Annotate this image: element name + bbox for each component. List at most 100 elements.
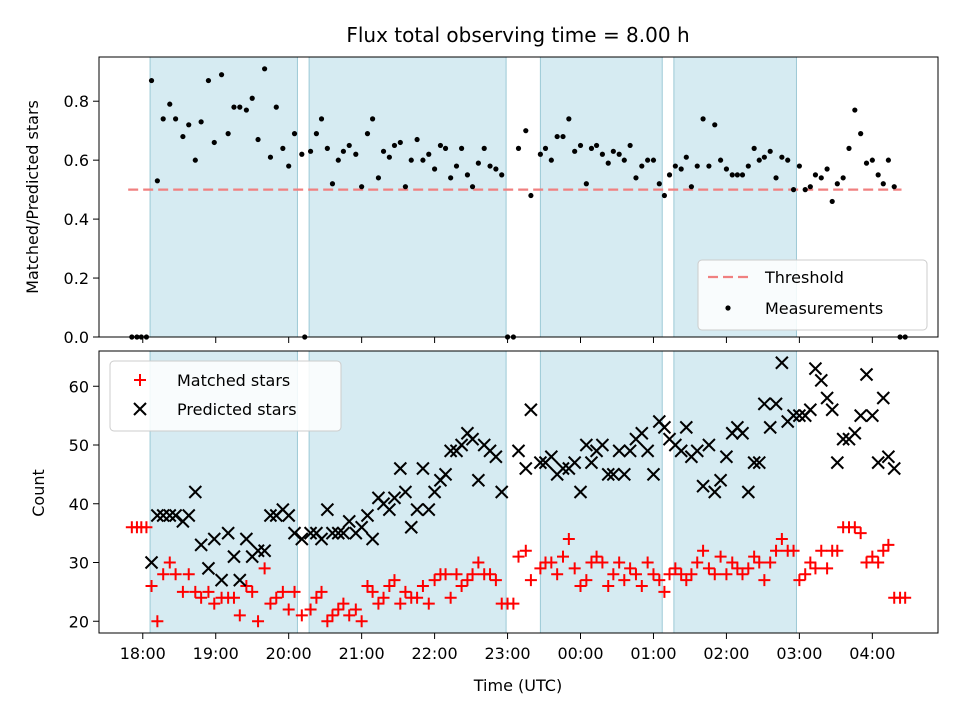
bottom-axes-frame <box>98 350 939 634</box>
measurement-point <box>745 163 751 169</box>
predicted-star-point <box>465 432 480 446</box>
predicted-star-point <box>325 526 340 540</box>
top-panel: 0.00.20.40.60.8 Matched/Predicted stars … <box>23 56 939 347</box>
matched-star-point <box>444 591 457 604</box>
predicted-star-point <box>365 532 380 546</box>
measurement-point <box>537 151 543 157</box>
predicted-star-point <box>207 532 221 546</box>
matched-star-point <box>641 556 654 569</box>
shaded-interval <box>539 350 663 634</box>
measurement-point <box>650 157 657 163</box>
top-y-ticks: 0.0 0.2 0.4 0.6 0.8 <box>64 92 99 347</box>
measurement-point <box>346 142 352 149</box>
measurement-point <box>448 175 454 181</box>
matched-star-point <box>428 574 441 587</box>
measurement-point <box>318 116 325 122</box>
matched-star-point <box>519 544 532 557</box>
measurement-point <box>186 122 192 128</box>
measurement-point <box>678 166 684 172</box>
predicted-star-point <box>836 432 850 446</box>
x-tick-label: 02:00 <box>703 644 749 663</box>
measurement-point <box>807 184 813 190</box>
matched-star-point <box>775 533 788 545</box>
measurement-point <box>548 157 554 163</box>
matched-star-point <box>321 615 334 628</box>
predicted-star-point <box>865 408 880 423</box>
legend-predicted-swatch <box>133 402 147 416</box>
matched-star-point <box>764 556 777 569</box>
matched-star-point <box>140 521 153 534</box>
measurement-point <box>840 175 846 181</box>
matched-star-point <box>680 574 693 587</box>
matched-star-point <box>304 603 317 616</box>
matched-star-point <box>439 568 452 581</box>
matched-star-point <box>708 568 721 581</box>
measurement-point <box>834 181 840 187</box>
top-y-axis-label: Matched/Predicted stars <box>23 100 42 294</box>
measurement-point <box>666 172 673 178</box>
matched-star-point <box>411 591 424 604</box>
matched-star-point <box>691 556 704 569</box>
measurement-point <box>286 163 292 169</box>
measurement-point <box>717 157 724 163</box>
measurement-point <box>218 72 225 78</box>
x-tick-label: 01:00 <box>630 644 676 663</box>
matched-star-point <box>524 574 537 587</box>
predicted-star-point <box>871 455 885 470</box>
predicted-star-point <box>708 485 722 499</box>
matched-star-point <box>472 556 485 569</box>
x-tick-label: 22:00 <box>412 644 458 663</box>
bottom-x-ticks: 18:00 19:00 20:00 21:00 22:00 23:00 00:00 01:00… <box>120 633 895 663</box>
matched-star-point <box>793 574 806 587</box>
measurement-point <box>262 66 268 72</box>
matched-star-point <box>169 568 182 581</box>
measurement-point <box>359 184 365 190</box>
matched-star-point <box>282 603 295 616</box>
measurement-point <box>566 116 572 122</box>
predicted-star-point <box>150 508 165 523</box>
top-legend: Threshold Measurements <box>697 259 928 331</box>
measurement-point <box>255 136 261 143</box>
measurement-point <box>639 163 645 169</box>
matched-star-point <box>574 580 587 592</box>
predicted-star-point <box>584 455 599 470</box>
matched-star-point <box>388 574 401 587</box>
measurement-point <box>426 151 432 157</box>
predicted-star-point <box>556 461 570 476</box>
matched-star-point <box>315 585 328 598</box>
measurement-point <box>767 148 773 154</box>
predicted-star-point <box>422 502 436 517</box>
measurement-point <box>610 148 616 154</box>
matched-star-point <box>455 580 468 592</box>
predicted-star-point <box>354 520 369 534</box>
measurement-point <box>739 172 746 178</box>
legend-measurement-swatch <box>725 305 731 311</box>
matched-star-point <box>770 544 783 557</box>
matched-star-point <box>669 562 682 575</box>
matched-star-point <box>720 568 733 581</box>
predicted-star-point <box>887 461 901 476</box>
predicted-star-point <box>881 450 896 464</box>
measurement-point <box>397 139 403 146</box>
matched-star-point <box>484 568 497 581</box>
matched-star-point <box>270 591 283 604</box>
predicted-star-point <box>163 508 177 523</box>
y-tick-label: 50 <box>69 436 89 455</box>
matched-star-point <box>372 597 385 610</box>
x-tick-label: 18:00 <box>120 644 166 663</box>
predicted-star-point <box>336 526 351 540</box>
measurement-point <box>237 104 243 110</box>
measurement-point <box>572 148 578 154</box>
matched-star-points <box>125 521 912 628</box>
measurement-point <box>599 151 606 157</box>
y-tick-label: 0.6 <box>64 151 89 170</box>
measurement-point <box>442 145 449 151</box>
measurement-point <box>386 154 392 160</box>
predicted-star-point <box>752 455 766 470</box>
matched-star-point <box>866 550 879 563</box>
predicted-star-point <box>814 373 828 388</box>
matched-star-point <box>551 568 564 581</box>
measurement-point <box>231 104 237 110</box>
matched-star-point <box>383 580 396 592</box>
